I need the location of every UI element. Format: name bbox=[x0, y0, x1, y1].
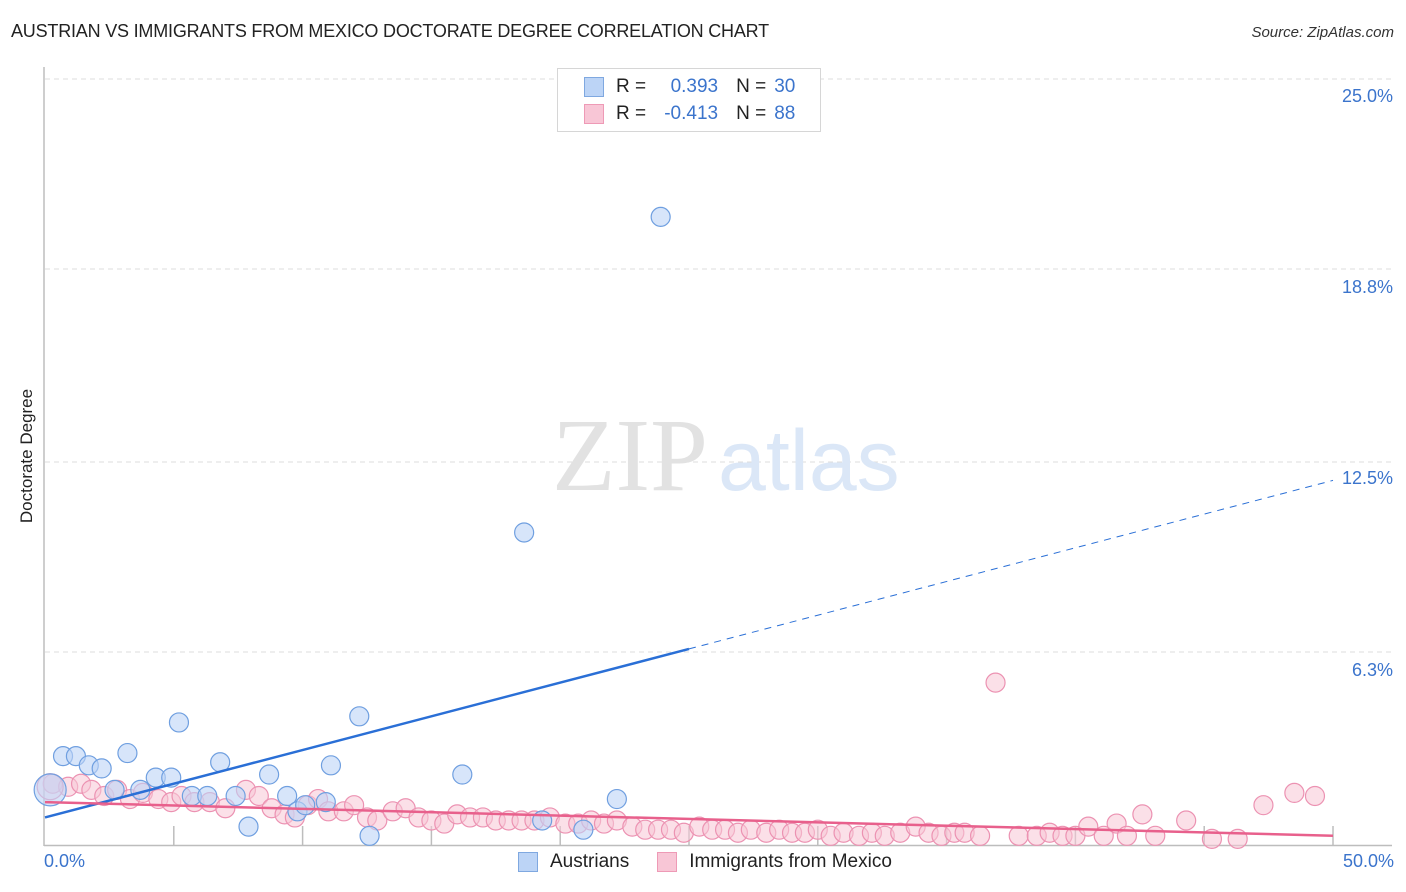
y-tick-6-3: 6.3% bbox=[1351, 660, 1393, 680]
correlation-legend: R = 0.393 N = 30 R = -0.413 N = 88 bbox=[557, 68, 821, 132]
legend-label-austrians: Austrians bbox=[550, 851, 630, 872]
legend-item-immigrants-from-mexico[interactable]: Immigrants from Mexico bbox=[657, 851, 892, 873]
blue-swatch-icon bbox=[584, 77, 604, 97]
data-point bbox=[1253, 795, 1274, 816]
data-point bbox=[1145, 825, 1166, 846]
legend-label-immigrants-from-mexico: Immigrants from Mexico bbox=[689, 851, 892, 872]
r-label: R = bbox=[616, 103, 647, 124]
immigrants-trend-line bbox=[44, 800, 1334, 838]
legend-item-austrians[interactable]: Austrians bbox=[518, 851, 629, 873]
trend-lines bbox=[44, 479, 1334, 838]
austrians-trend-extension bbox=[688, 479, 1334, 650]
watermark: ZIP atlas bbox=[552, 398, 900, 513]
x-tick-50: 50.0% bbox=[1342, 851, 1394, 871]
y-tick-12-5: 12.5% bbox=[1341, 468, 1393, 488]
y-tick-25: 25.0% bbox=[1341, 86, 1393, 106]
gridlines bbox=[45, 78, 1392, 653]
data-point bbox=[349, 706, 370, 727]
data-point bbox=[117, 742, 138, 764]
y-axis-label: Doctorate Degree bbox=[17, 388, 36, 524]
series-immigrants-from-mexico-points bbox=[36, 672, 1326, 849]
chart-title: AUSTRIAN VS IMMIGRANTS FROM MEXICO DOCTO… bbox=[11, 21, 769, 41]
x-tick-0: 0.0% bbox=[44, 851, 86, 871]
pink-swatch-icon bbox=[657, 852, 678, 872]
n-value-austrians: 30 bbox=[774, 76, 796, 97]
data-point bbox=[985, 672, 1006, 693]
data-point bbox=[650, 206, 671, 227]
r-value-austrians: 0.393 bbox=[670, 76, 719, 97]
data-point bbox=[1132, 804, 1153, 825]
legend-row-austrians: R = 0.393 N = 30 bbox=[584, 75, 795, 99]
r-label: R = bbox=[616, 76, 647, 97]
data-point bbox=[33, 773, 67, 807]
data-point bbox=[359, 825, 380, 846]
data-point bbox=[225, 785, 246, 807]
data-point bbox=[315, 792, 336, 813]
n-value-immigrants: 88 bbox=[774, 103, 796, 124]
data-point bbox=[969, 825, 991, 846]
legend-row-immigrants-from-mexico: R = -0.413 N = 88 bbox=[584, 102, 795, 126]
data-point bbox=[1176, 810, 1197, 831]
data-point bbox=[1201, 828, 1223, 849]
data-point bbox=[320, 755, 342, 776]
data-point bbox=[573, 819, 594, 840]
data-point bbox=[238, 816, 259, 837]
data-point bbox=[197, 785, 218, 807]
data-point bbox=[168, 712, 190, 733]
source-label: Source: ZipAtlas.com bbox=[1251, 24, 1394, 41]
pink-swatch-icon bbox=[584, 104, 604, 124]
data-point bbox=[1008, 825, 1029, 846]
data-point bbox=[606, 788, 627, 810]
series-legend: Austrians Immigrants from Mexico bbox=[518, 851, 920, 873]
n-label: N = bbox=[736, 103, 767, 124]
data-point bbox=[259, 764, 280, 785]
y-tick-18-8: 18.8% bbox=[1341, 277, 1393, 297]
data-point bbox=[1078, 816, 1099, 837]
data-point bbox=[277, 785, 298, 807]
data-point bbox=[514, 522, 535, 543]
watermark-atlas: atlas bbox=[718, 413, 900, 509]
watermark-zip: ZIP bbox=[552, 398, 708, 513]
data-point bbox=[91, 758, 112, 779]
r-value-immigrants: -0.413 bbox=[664, 103, 719, 124]
data-point bbox=[452, 764, 473, 785]
blue-swatch-icon bbox=[518, 852, 538, 872]
austrians-trend-line bbox=[44, 647, 690, 819]
data-point bbox=[248, 785, 269, 807]
series-austrians-points bbox=[33, 206, 671, 846]
n-label: N = bbox=[736, 76, 767, 97]
data-point bbox=[1284, 782, 1305, 804]
data-point bbox=[1304, 785, 1326, 807]
data-point bbox=[295, 795, 316, 816]
